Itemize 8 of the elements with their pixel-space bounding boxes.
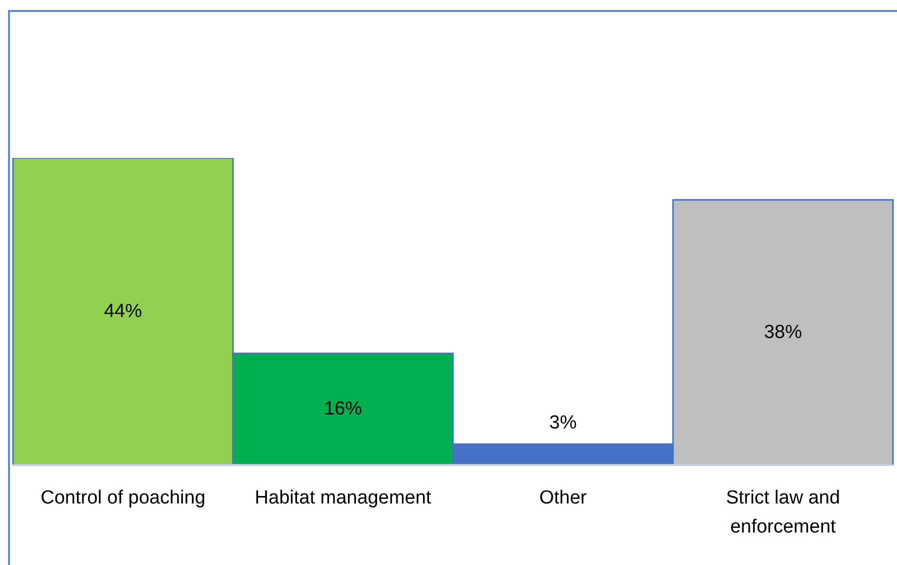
- data-label: 44%: [104, 301, 142, 322]
- x-tick-label: Habitat management: [254, 488, 432, 508]
- data-label: 38%: [764, 322, 802, 343]
- data-label: 3%: [549, 412, 577, 434]
- x-tick-label: Control of poaching: [40, 488, 206, 508]
- x-tick-label: Strict law and enforcement: [726, 488, 840, 538]
- x-tick-label: Other: [539, 488, 588, 508]
- data-label: 16%: [324, 398, 362, 420]
